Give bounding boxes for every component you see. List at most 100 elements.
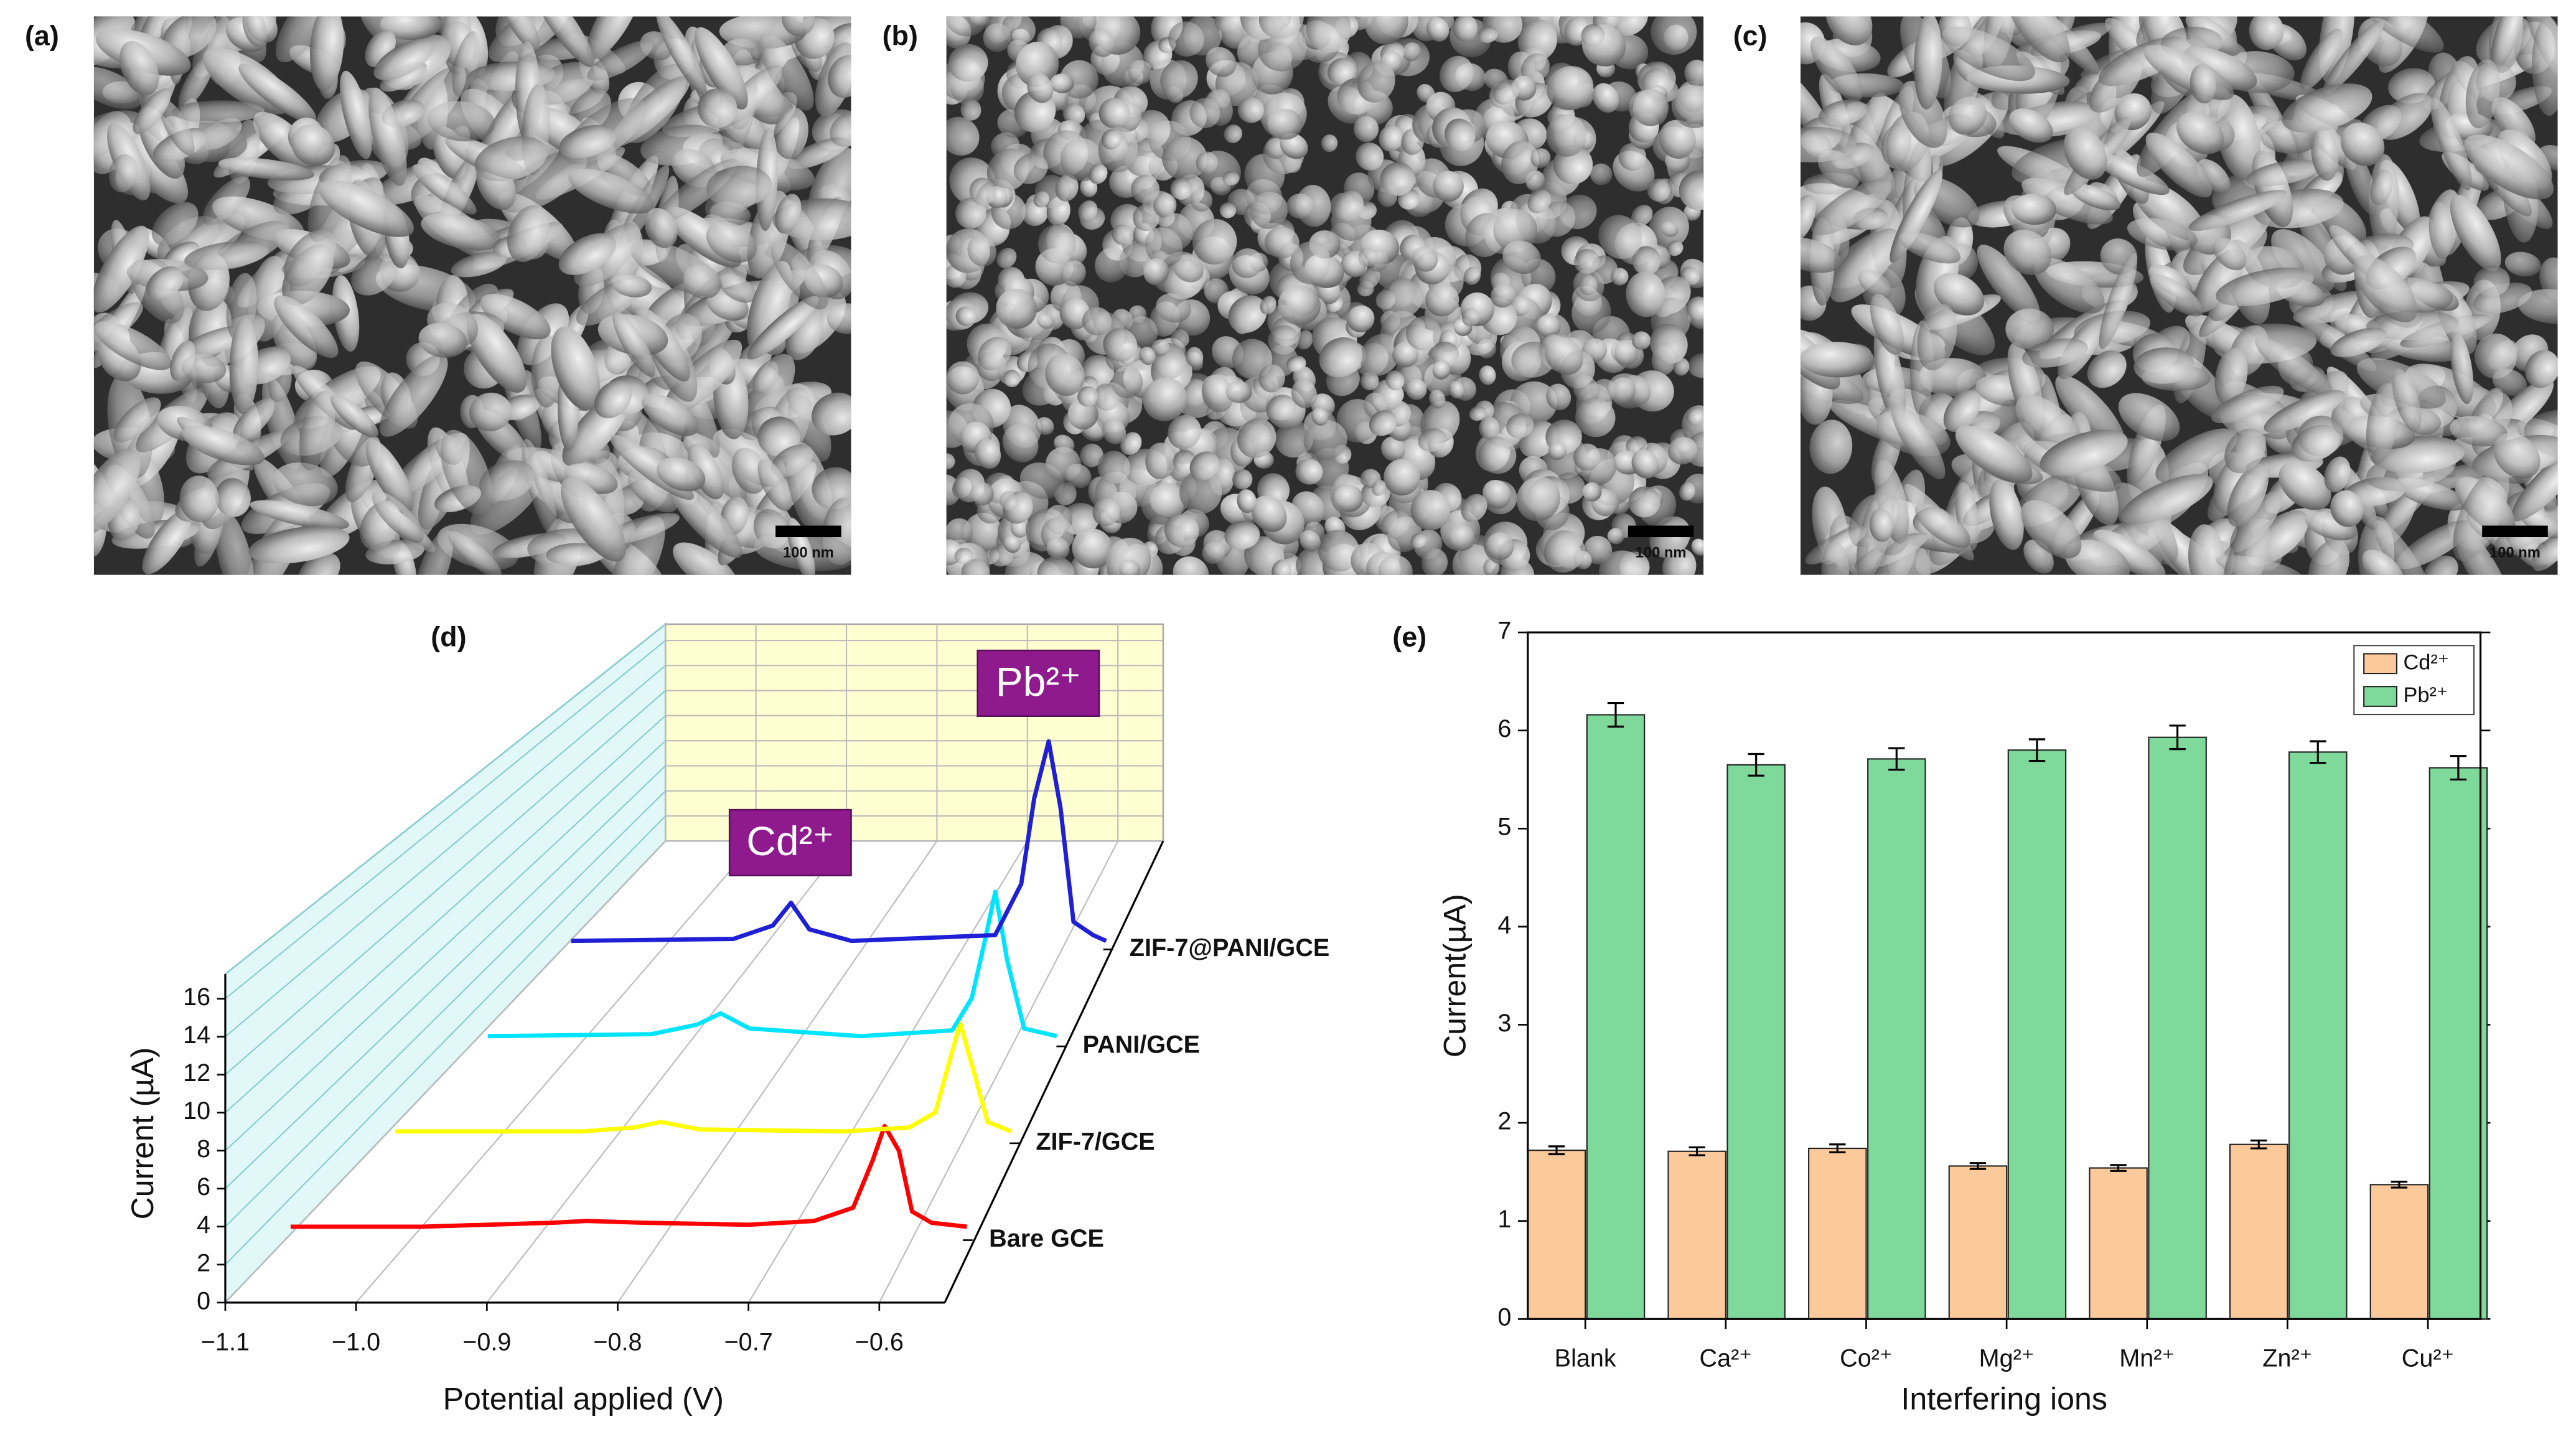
x-tick-label: −0.9 bbox=[462, 1328, 511, 1356]
sem-particle bbox=[948, 44, 988, 82]
sem-particle bbox=[1082, 307, 1112, 335]
sem-particle bbox=[2370, 169, 2393, 205]
sem-particle bbox=[1098, 98, 1130, 129]
sem-particle bbox=[2196, 159, 2231, 194]
sem-particle bbox=[1027, 73, 1054, 103]
sem-particle bbox=[171, 100, 265, 123]
sem-particle bbox=[2493, 433, 2541, 479]
sem-particle bbox=[812, 392, 851, 436]
sem-particle bbox=[2282, 83, 2372, 133]
sem-particle bbox=[2297, 415, 2344, 456]
sem-particle bbox=[178, 54, 215, 110]
sem-particle bbox=[961, 559, 990, 575]
sem-particle bbox=[2271, 229, 2335, 293]
scale-bar-label: 100 nm bbox=[1636, 545, 1687, 561]
sem-particle bbox=[1611, 340, 1639, 365]
sem-particle bbox=[1659, 120, 1696, 159]
sem-particle bbox=[1347, 305, 1375, 332]
sem-particle bbox=[181, 354, 227, 383]
sem-particle bbox=[757, 416, 800, 457]
sem-particle bbox=[1003, 370, 1021, 388]
y-tick-label: 5 bbox=[1497, 813, 1511, 841]
bar bbox=[2089, 1167, 2148, 1320]
annotation: Cd²⁺ bbox=[746, 818, 834, 864]
sem-particle bbox=[1143, 258, 1169, 286]
scale-bar-label: 100 nm bbox=[783, 545, 834, 561]
sem-particle bbox=[668, 482, 742, 558]
sem-particle bbox=[318, 180, 414, 237]
sem-particle bbox=[1054, 481, 1077, 505]
sem-particle bbox=[2127, 218, 2198, 251]
grid-line bbox=[225, 640, 666, 1000]
grid-line bbox=[225, 765, 666, 1189]
legend-label: Cd²⁺ bbox=[2404, 650, 2449, 674]
sem-particle bbox=[1112, 224, 1134, 246]
sem-particle bbox=[1222, 171, 1240, 185]
sem-particle bbox=[2120, 474, 2213, 524]
sem-particle bbox=[688, 443, 724, 500]
series-line bbox=[571, 739, 1107, 944]
panel-label: (c) bbox=[1733, 20, 1768, 52]
sem-particle bbox=[2366, 310, 2460, 340]
sem-particle bbox=[1869, 508, 1893, 542]
sem-particle bbox=[351, 253, 397, 296]
sem-particle bbox=[93, 66, 143, 110]
sem-particle bbox=[1189, 98, 1220, 128]
sem-particle bbox=[1405, 378, 1427, 400]
sem-particle bbox=[960, 98, 981, 121]
sem-particle bbox=[1830, 228, 1900, 302]
sem-particle bbox=[1319, 337, 1363, 378]
sem-particle bbox=[1291, 379, 1318, 408]
sem-particle bbox=[2095, 153, 2170, 195]
sem-particle bbox=[1662, 548, 1697, 575]
sem-particle bbox=[2188, 190, 2288, 231]
sem-particle bbox=[1955, 425, 2033, 483]
sem-particle bbox=[1800, 237, 1842, 273]
bar bbox=[2148, 736, 2207, 1320]
sem-particle bbox=[1002, 424, 1039, 462]
sem-particle bbox=[1062, 103, 1085, 125]
sem-particle bbox=[2188, 524, 2226, 575]
sem-particle bbox=[93, 449, 141, 536]
sem-particle bbox=[1425, 283, 1459, 317]
grid-line bbox=[225, 740, 666, 1151]
bar bbox=[1586, 714, 1646, 1320]
sem-particle bbox=[2344, 146, 2377, 215]
sem-particle bbox=[607, 516, 665, 575]
sem-particle bbox=[2020, 500, 2082, 559]
sem-particle bbox=[2012, 194, 2057, 225]
grid-line bbox=[225, 790, 666, 1227]
sem-particle bbox=[1891, 402, 1946, 480]
sem-particle bbox=[828, 55, 851, 98]
sem-particle bbox=[1477, 339, 1497, 358]
sem-particle bbox=[1141, 482, 1184, 525]
sem-particle bbox=[1145, 227, 1183, 267]
sem-particle bbox=[2311, 125, 2339, 181]
y-tick-label: 8 bbox=[197, 1135, 210, 1163]
sem-particle bbox=[747, 296, 820, 360]
sem-particle bbox=[2330, 490, 2364, 527]
sem-particle bbox=[1131, 175, 1160, 204]
sem-particle bbox=[1461, 494, 1487, 522]
grid-line bbox=[225, 715, 666, 1113]
sem-particle bbox=[1679, 482, 1695, 501]
legend-label: Pb²⁺ bbox=[2404, 683, 2448, 707]
sem-particle bbox=[1948, 96, 1987, 135]
sem-particle bbox=[551, 326, 600, 411]
sem-particle bbox=[1493, 209, 1538, 252]
sem-particle bbox=[1684, 59, 1704, 87]
sem-particle bbox=[1318, 530, 1360, 572]
sem-particle bbox=[1660, 221, 1679, 237]
scale-bar bbox=[1628, 525, 1694, 538]
sem-particle bbox=[248, 526, 350, 564]
sem-particle bbox=[546, 543, 605, 566]
sem-particle bbox=[1448, 524, 1476, 551]
sem-particle bbox=[683, 265, 721, 299]
sem-particle bbox=[1170, 177, 1192, 200]
sem-particle bbox=[1667, 437, 1698, 465]
sem-particle bbox=[830, 111, 851, 147]
sem-particle bbox=[1647, 178, 1670, 202]
sem-particle bbox=[757, 459, 792, 512]
annotation-box bbox=[728, 808, 852, 876]
sem-particle bbox=[1486, 532, 1514, 560]
